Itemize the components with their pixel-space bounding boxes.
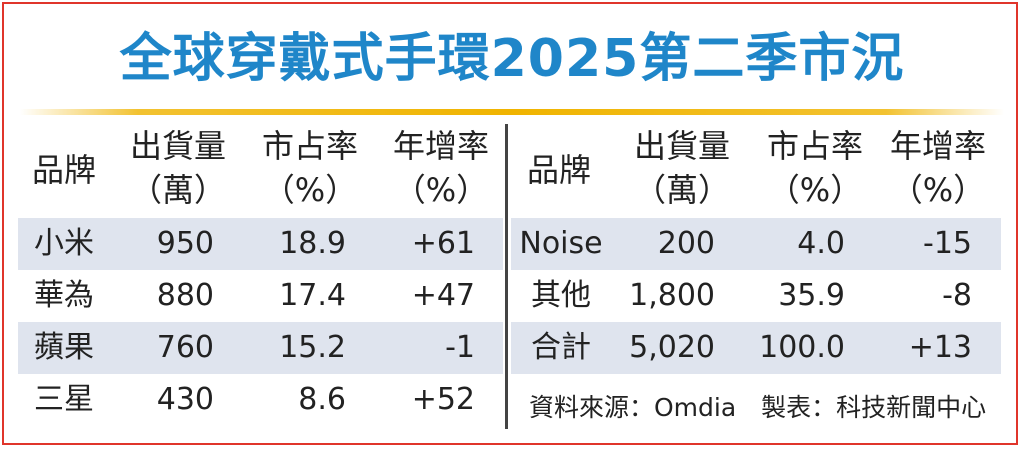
brand-cell: 其他 [531,278,591,313]
table-row: 其他 1,800 35.9 -8 [511,270,1001,322]
yoy-cell: +47 [411,278,475,313]
shipments-cell: 760 [156,330,214,365]
shipments-cell: 950 [156,226,214,261]
yoy-cell: -8 [942,278,972,313]
title-underline [20,109,1004,115]
share-cell: 17.4 [279,278,346,313]
share-cell: 4.0 [797,226,845,261]
brand-header: 品牌 [31,151,96,189]
shipments-cell: 880 [156,278,214,313]
share-header-line2: （%） [262,171,358,209]
table-row: 華為 880 17.4 +47 [18,270,503,322]
share-header: 市占率 （%） [753,124,877,216]
yoy-header-line2: （%） [890,171,986,209]
table-row: 小米 950 18.9 +61 [18,218,503,270]
brand-cell: Noise [519,226,603,261]
yoy-header-line1: 年增率 [889,127,986,165]
outer-frame [2,2,1018,445]
yoy-cell: +61 [411,226,475,261]
table-row: 合計 5,020 100.0 +13 [511,322,1001,374]
yoy-cell: -1 [445,330,475,365]
right-table: 品牌 出貨量 （萬） 市占率 （%） 年增率 （%） Noise 200 4.0… [511,124,1001,434]
share-header-line1: 市占率 [766,127,863,165]
yoy-cell: +52 [411,382,475,417]
shipments-header-line1: 出貨量 [129,127,226,165]
share-header: 市占率 （%） [250,124,370,216]
shipments-cell: 1,800 [629,278,715,313]
yoy-header-line2: （%） [393,171,489,209]
table-row: Noise 200 4.0 -15 [511,218,1001,270]
right-header-row: 品牌 出貨量 （萬） 市占率 （%） 年增率 （%） [511,124,1001,216]
shipments-header-line2: （萬） [129,171,226,209]
brand-cell: 小米 [34,226,94,261]
shipments-cell: 430 [156,382,214,417]
shipments-header-line2: （萬） [633,171,730,209]
yoy-header: 年增率 （%） [380,124,502,216]
share-cell: 35.9 [778,278,845,313]
source-note: 資料來源：Omdia 製表：科技新聞中心 [529,393,987,422]
left-table: 品牌 出貨量 （萬） 市占率 （%） 年增率 （%） 小米 950 18.9 +… [18,124,503,434]
yoy-cell: -15 [923,226,972,261]
brand-cell: 華為 [34,278,94,313]
yoy-header: 年增率 （%） [877,124,999,216]
brand-header: 品牌 [526,151,591,189]
share-cell: 15.2 [279,330,346,365]
brand-cell: 合計 [531,330,591,365]
brand-cell: 三星 [34,382,94,417]
shipments-header: 出貨量 （萬） [118,124,238,216]
shipments-header: 出貨量 （萬） [619,124,745,216]
share-header-line1: 市占率 [261,127,358,165]
shipments-cell: 200 [657,226,715,261]
yoy-header-line1: 年增率 [392,127,489,165]
share-cell: 8.6 [298,382,346,417]
table-row: 三星 430 8.6 +52 [18,374,503,426]
shipments-cell: 5,020 [629,330,715,365]
page-title: 全球穿戴式手環2025第二季市況 [119,29,905,89]
table-row: 蘋果 760 15.2 -1 [18,322,503,374]
table-divider [505,124,508,429]
share-header-line2: （%） [767,171,863,209]
brand-cell: 蘋果 [34,330,94,365]
yoy-cell: +13 [908,330,972,365]
share-cell: 18.9 [279,226,346,261]
share-cell: 100.0 [759,330,845,365]
shipments-header-line1: 出貨量 [633,127,730,165]
left-header-row: 品牌 出貨量 （萬） 市占率 （%） 年增率 （%） [18,124,503,216]
